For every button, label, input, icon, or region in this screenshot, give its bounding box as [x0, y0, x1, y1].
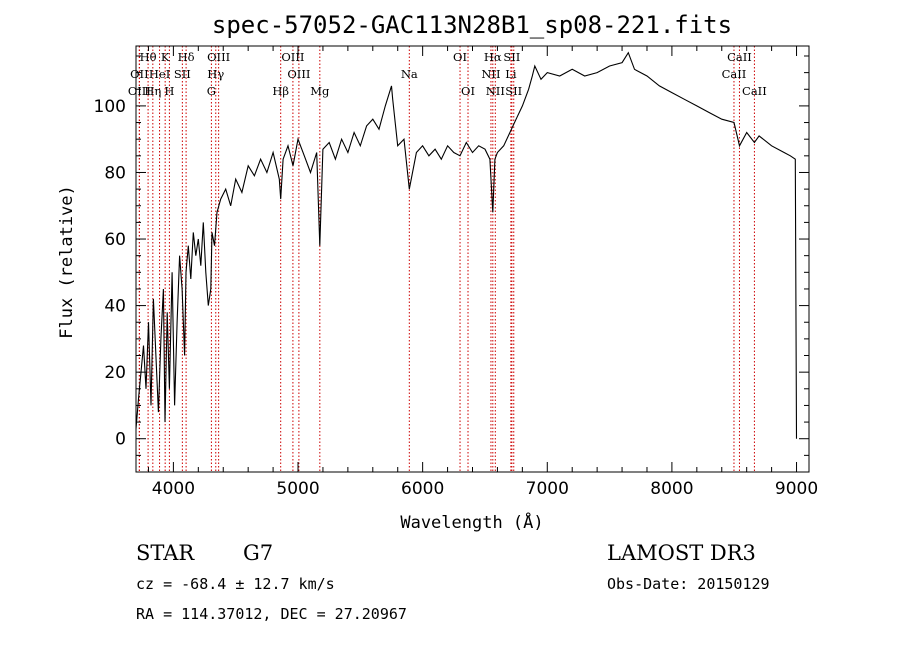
x-tick-label-3: 7000 [526, 479, 569, 499]
spectral-line-markers [138, 46, 755, 472]
y-tick-label-3: 60 [104, 230, 126, 250]
line-label-27: CaII [742, 84, 767, 98]
redshift-value: cz = -68.4 ± 12.7 km/s [136, 575, 335, 593]
line-label-4: HeI [149, 67, 170, 81]
line-label-8: Hδ [178, 50, 195, 64]
y-tick-label-5: 100 [94, 97, 126, 117]
y-tick-label-1: 20 [104, 363, 126, 383]
x-tick-label-1: 5000 [276, 479, 319, 499]
line-label-10: Hγ [207, 67, 224, 81]
line-label-25: CaII [722, 67, 747, 81]
y-axis-label: Flux (relative) [57, 185, 77, 339]
line-label-24: SII [505, 84, 522, 98]
line-label-14: OIII [287, 67, 310, 81]
object-type: STAR [136, 541, 195, 565]
spectrum-line [135, 51, 798, 439]
line-label-20: NII [481, 67, 500, 81]
line-label-26: CaII [727, 50, 752, 64]
line-label-2: OIII [128, 84, 151, 98]
line-label-19: Hα [484, 50, 502, 64]
line-label-12: Hβ [272, 84, 289, 98]
line-label-18: OI [461, 84, 475, 98]
line-label-9: OIII [207, 50, 230, 64]
line-label-23: Li [505, 67, 517, 81]
chart-title: spec-57052-GAC113N28B1_sp08-221.fits [212, 11, 732, 39]
line-label-5: K [161, 50, 170, 64]
line-label-11: G [207, 84, 216, 98]
line-label-0: Hθ [140, 50, 157, 64]
line-label-1: OII [130, 67, 149, 81]
spectrum-series [135, 51, 798, 439]
line-label-3: Hη [144, 84, 161, 98]
y-tick-label-2: 40 [104, 297, 126, 317]
line-label-7: SII [174, 67, 191, 81]
x-axis-ticks: 4000 5000 6000 7000 8000 9000 [147, 46, 818, 499]
x-tick-label-5: 9000 [775, 479, 818, 499]
x-tick-label-4: 8000 [650, 479, 693, 499]
y-tick-label-4: 80 [104, 163, 126, 183]
line-label-13: OIII [281, 50, 304, 64]
survey-name: LAMOST DR3 [607, 541, 756, 565]
line-label-17: OI [453, 50, 467, 64]
x-tick-label-2: 6000 [401, 479, 444, 499]
line-label-15: Mg [310, 84, 330, 98]
line-label-21: NII [486, 84, 505, 98]
line-label-6: H [164, 84, 174, 98]
line-label-22: SII [503, 50, 520, 64]
obs-date: Obs-Date: 20150129 [607, 575, 770, 593]
x-axis-label: Wavelength (Å) [400, 511, 543, 533]
plot-frame [135, 45, 810, 473]
x-tick-label-0: 4000 [152, 479, 195, 499]
line-label-16: Na [401, 67, 418, 81]
y-tick-label-0: 0 [115, 430, 126, 450]
spectral-subclass: G7 [243, 541, 273, 565]
y-axis-ticks: 0 20 40 60 80 100 [94, 55, 809, 456]
coordinates: RA = 114.37012, DEC = 27.20967 [136, 605, 407, 623]
